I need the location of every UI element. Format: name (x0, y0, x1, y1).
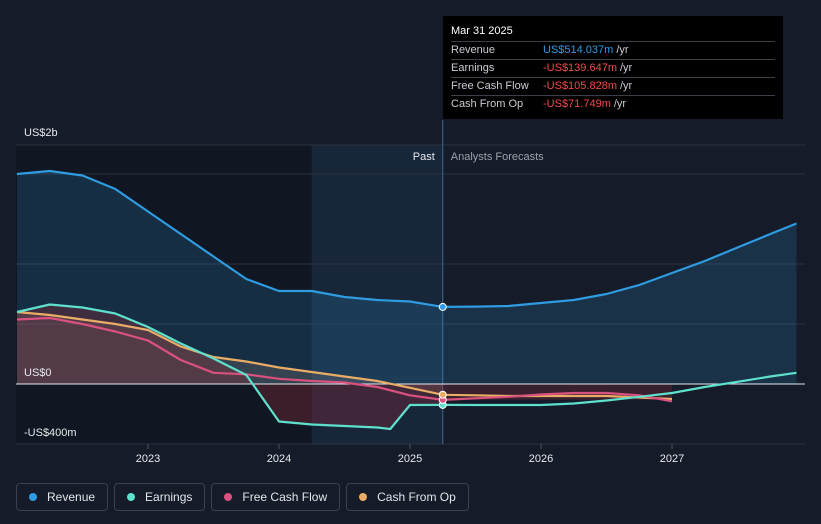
x-tick-label: 2023 (136, 453, 160, 465)
past-background (16, 145, 312, 444)
legend: Revenue Earnings Free Cash Flow Cash From O… (16, 483, 469, 511)
y-label-top: US$2b (24, 127, 58, 139)
revenue-area (17, 171, 797, 384)
x-tick-label: 2026 (529, 453, 553, 465)
tooltip-row-unit: /yr (616, 44, 629, 56)
tooltip-row: Revenue US$514.037m/yr (451, 42, 775, 60)
x-tick-label: 2024 (267, 453, 291, 465)
legend-item-cash-from-op[interactable]: Cash From Op (346, 483, 469, 511)
legend-dot-icon (359, 493, 368, 501)
legend-label: Earnings (145, 490, 193, 504)
tooltip-row: Cash From Op -US$71.749m/yr (451, 96, 775, 113)
tooltip-row-value: -US$71.749m (543, 98, 611, 110)
tooltip-row-value: -US$139.647m (543, 62, 617, 74)
tooltip-row-unit: /yr (620, 80, 633, 92)
tooltip-row-label: Cash From Op (451, 98, 524, 110)
tooltip-row: Earnings -US$139.647m/yr (451, 60, 775, 78)
chart-area: US$2b US$0 -US$400m Past Analysts Forecasts 2… (16, 120, 805, 465)
legend-dot-icon (224, 493, 233, 501)
y-label-bottom: -US$400m (24, 427, 77, 439)
tooltip-row-value: -US$105.828m (543, 80, 617, 92)
tooltip-row-value: US$514.037m (543, 44, 614, 56)
series-line-free-cash-flow (16, 316, 673, 403)
tooltip-row-label: Earnings (451, 62, 495, 74)
tooltip-row: Free Cash Flow -US$105.828m/yr (451, 78, 775, 96)
x-tick-label: 2025 (398, 453, 422, 465)
legend-item-earnings[interactable]: Earnings (114, 483, 206, 511)
legend-label: Free Cash Flow (242, 490, 328, 504)
legend-item-free-cash-flow[interactable]: Free Cash Flow (211, 483, 341, 511)
legend-label: Revenue (47, 490, 96, 504)
y-label-zero: US$0 (24, 367, 52, 379)
marker-cash-from-op (438, 390, 447, 399)
forecast-label: Analysts Forecasts (451, 151, 544, 163)
series-line-cash-from-op (16, 310, 673, 401)
tooltip-row-label: Revenue (451, 44, 496, 56)
series-line-earnings (16, 303, 797, 431)
legend-dot-icon (127, 493, 136, 501)
legend-item-revenue[interactable]: Revenue (16, 483, 109, 511)
series-line-revenue (16, 169, 797, 308)
x-tick-label: 2027 (660, 453, 684, 465)
marker-revenue (438, 302, 447, 311)
legend-dot-icon (29, 493, 37, 501)
legend-label: Cash From Op (377, 490, 456, 504)
past-label: Past (413, 151, 435, 163)
tooltip-row-label: Free Cash Flow (451, 80, 529, 92)
tooltip-date: Mar 31 2025 (451, 24, 775, 42)
tooltip-row-unit: /yr (613, 98, 627, 110)
tooltip: Mar 31 2025 Revenue US$514.037m/yr Earning… (443, 16, 783, 119)
tooltip-row-unit: /yr (620, 62, 633, 74)
